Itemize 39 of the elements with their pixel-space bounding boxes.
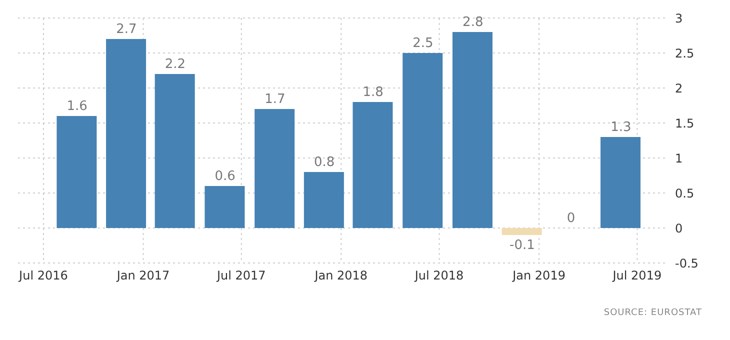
bar <box>154 74 195 228</box>
bar <box>402 53 443 228</box>
y-tick-label: -0.5 <box>675 256 698 270</box>
bar <box>452 32 492 228</box>
data-label: 1.8 <box>362 85 384 100</box>
data-label: 0 <box>566 211 576 226</box>
data-label: 0.6 <box>214 169 236 184</box>
x-tick-label: Jul 2018 <box>414 268 464 283</box>
bar <box>600 137 641 228</box>
y-tick-label: 2 <box>675 81 683 96</box>
bar <box>106 39 146 228</box>
bar <box>304 172 344 228</box>
x-tick-label: Jan 2019 <box>512 268 566 283</box>
data-label: 2.2 <box>164 57 186 72</box>
bar <box>254 109 295 228</box>
y-tick-label: 1 <box>675 151 683 166</box>
y-tick-label: 0.5 <box>675 186 694 200</box>
bar <box>204 186 245 228</box>
source-note: SOURCE: EUROSTAT <box>604 308 702 318</box>
data-label: 1.7 <box>264 92 286 107</box>
data-label: -0.1 <box>510 238 535 253</box>
x-tick-label: Jul 2019 <box>612 268 662 283</box>
data-label: 1.3 <box>610 120 632 135</box>
x-tick-label: Jan 2018 <box>314 268 368 283</box>
y-tick-label: 1.5 <box>675 116 694 130</box>
y-tick-label: 2.5 <box>675 46 694 60</box>
x-tick-label: Jul 2017 <box>216 268 266 283</box>
y-tick-label: 3 <box>675 11 683 26</box>
x-tick-label: Jul 2016 <box>18 268 68 283</box>
bar <box>352 102 393 228</box>
data-label: 2.5 <box>412 36 434 51</box>
data-label: 1.6 <box>66 99 88 114</box>
data-label: 2.8 <box>462 15 484 30</box>
y-tick-label: 0 <box>675 221 683 236</box>
bar <box>56 116 97 228</box>
data-label: 2.7 <box>116 22 137 37</box>
data-label: 0.8 <box>314 155 335 170</box>
bar <box>502 228 542 235</box>
x-tick-label: Jan 2017 <box>116 268 170 283</box>
